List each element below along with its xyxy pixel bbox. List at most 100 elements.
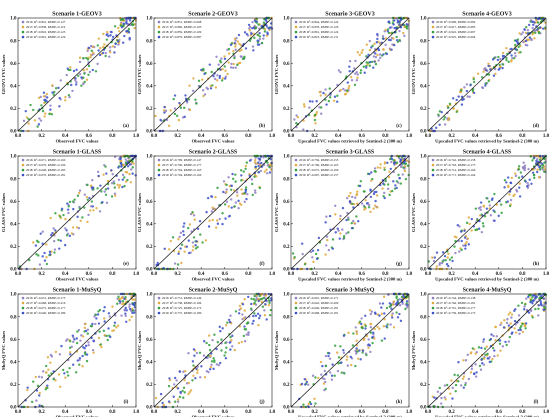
- data-point: [116, 324, 120, 327]
- data-point: [18, 265, 22, 268]
- data-point: [200, 68, 203, 72]
- data-point: [191, 360, 195, 363]
- y-tick-label: 0.8: [420, 177, 427, 182]
- y-tick-label: 0.6: [146, 62, 153, 67]
- legend-entry: 2016: R²=0.851, RMSE=0.098: [162, 20, 202, 25]
- data-point: [497, 214, 500, 218]
- data-point: [464, 381, 467, 385]
- plot-frame: [427, 293, 547, 408]
- x-tick-label: 0.6: [86, 134, 93, 139]
- data-point: [87, 213, 90, 217]
- y-tick-label: 0.6: [420, 62, 427, 67]
- data-point: [251, 20, 254, 24]
- data-point: [345, 232, 348, 235]
- data-point: [240, 179, 243, 182]
- y-tick-label: 0.2: [10, 107, 17, 112]
- data-point: [480, 358, 483, 361]
- data-point: [194, 377, 197, 380]
- data-point: [395, 180, 399, 183]
- data-point: [328, 357, 332, 360]
- data-point: [314, 402, 317, 405]
- data-point: [351, 195, 354, 199]
- data-point: [131, 298, 134, 301]
- data-point: [99, 46, 102, 50]
- data-point: [374, 312, 377, 315]
- data-point: [328, 87, 331, 90]
- x-tick-label: 0.0: [425, 134, 432, 139]
- data-point: [311, 100, 314, 103]
- data-point: [382, 325, 385, 328]
- data-point: [124, 158, 127, 161]
- data-point: [350, 79, 354, 82]
- data-point: [356, 73, 359, 76]
- data-point: [133, 298, 136, 301]
- data-point: [501, 54, 505, 58]
- data-point: [377, 59, 380, 62]
- data-point: [46, 96, 49, 99]
- data-point: [509, 198, 513, 202]
- data-point: [376, 53, 379, 57]
- data-point: [361, 351, 364, 354]
- data-point: [77, 74, 80, 77]
- data-point: [462, 244, 465, 247]
- data-point: [456, 374, 460, 377]
- data-point: [448, 258, 452, 261]
- data-point: [361, 48, 364, 52]
- legend-entry: 2016: R²=0.909, RMSE=0.082: [436, 20, 476, 25]
- data-point: [212, 75, 215, 78]
- data-point: [224, 75, 228, 78]
- data-point: [177, 250, 181, 253]
- data-point: [373, 327, 376, 331]
- data-point: [380, 312, 384, 316]
- data-point: [250, 32, 253, 36]
- data-point: [214, 226, 218, 229]
- data-point: [535, 295, 538, 299]
- data-point: [187, 351, 190, 355]
- data-point: [131, 309, 135, 312]
- data-point: [508, 311, 512, 314]
- data-point: [250, 178, 254, 181]
- data-point: [492, 74, 496, 77]
- data-point: [83, 351, 87, 355]
- data-point: [507, 185, 510, 189]
- data-point: [537, 31, 541, 35]
- data-point: [253, 173, 257, 177]
- data-point: [105, 334, 108, 338]
- x-tick-label: 0.8: [245, 134, 252, 139]
- data-point: [36, 384, 40, 388]
- x-tick-label: 0.2: [174, 134, 181, 139]
- data-point: [228, 184, 232, 188]
- data-point: [68, 340, 72, 343]
- data-point: [191, 249, 195, 252]
- data-point: [225, 183, 228, 187]
- data-point: [104, 188, 108, 191]
- data-point: [256, 43, 260, 46]
- x-tick-label: 0.2: [448, 410, 455, 415]
- data-point: [329, 371, 332, 374]
- data-point: [97, 49, 100, 52]
- data-point: [505, 46, 508, 50]
- data-point: [254, 299, 257, 302]
- data-point: [399, 158, 403, 161]
- data-point: [216, 79, 219, 82]
- data-point: [243, 340, 247, 343]
- data-point: [467, 243, 471, 246]
- data-point: [69, 353, 72, 356]
- data-point: [216, 74, 219, 77]
- y-tick-label: 0.0: [283, 406, 290, 411]
- data-point: [104, 193, 108, 196]
- legend-entry: 2018: R²=0.922, RMSE=0.097: [436, 30, 476, 35]
- data-point: [392, 300, 396, 303]
- data-point: [368, 39, 372, 43]
- data-point: [129, 181, 133, 184]
- data-point: [180, 243, 184, 246]
- data-point: [211, 218, 214, 222]
- data-point: [59, 79, 62, 82]
- data-point: [178, 101, 181, 105]
- y-tick-label: 0.8: [10, 177, 17, 182]
- data-point: [480, 230, 484, 234]
- data-point: [171, 236, 175, 239]
- data-point: [495, 335, 498, 338]
- y-tick-label: 0.4: [10, 85, 17, 90]
- data-point: [187, 381, 191, 385]
